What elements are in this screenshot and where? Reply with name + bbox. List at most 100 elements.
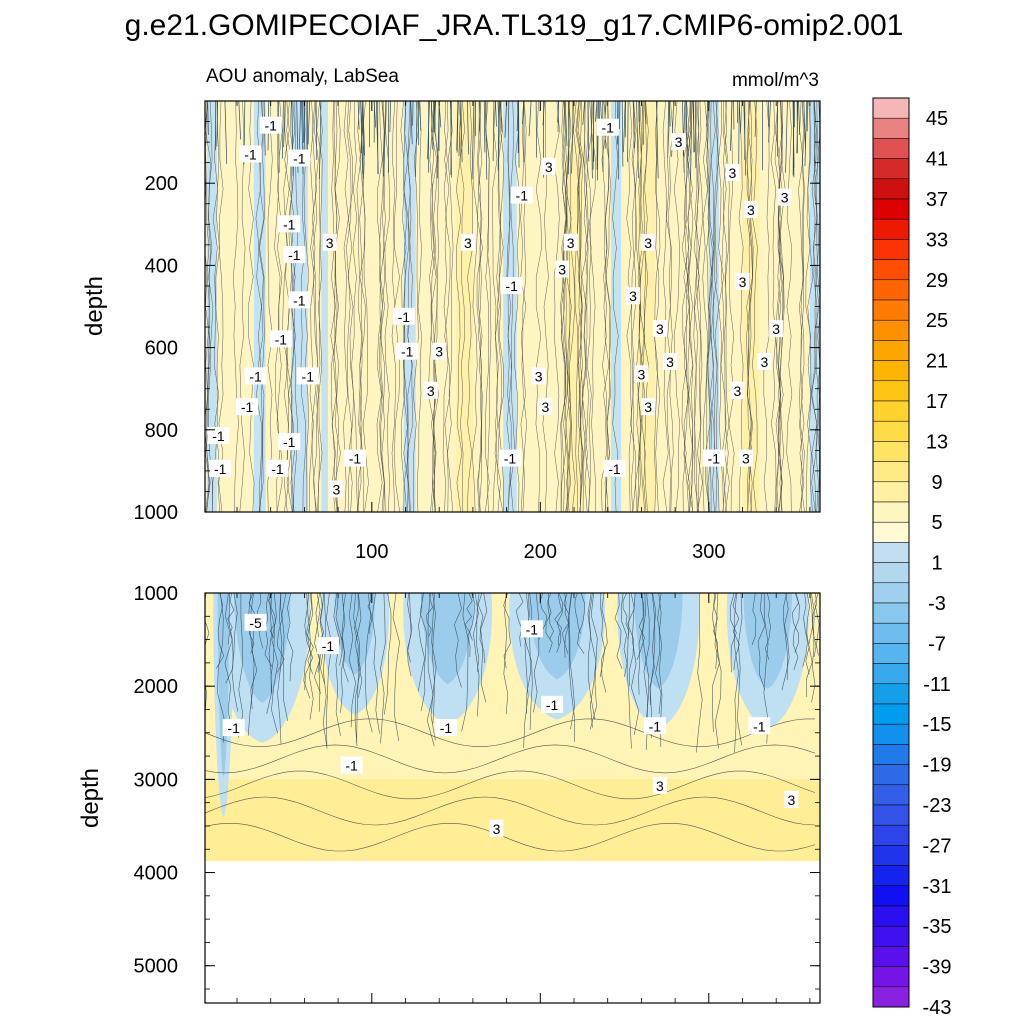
contour-label-bg [777,188,792,206]
upper-contour-line [334,101,341,512]
contour-label-bg [432,342,447,360]
contour-label: -1 [302,368,315,384]
colorbar-swatch [872,441,910,462]
lower-contour-line [467,593,476,657]
contour-label-bg [563,233,578,251]
lower-contour-line [556,593,563,653]
upper-contour-line [641,101,648,512]
upper-contour-line [569,101,576,512]
contour-label: -1 [264,118,277,134]
lower-contour-line [732,593,740,671]
colorbar-label: 17 [926,391,948,413]
upper-contour-line [466,101,473,512]
upper-negative-streak [403,101,416,512]
contour-label-bg [329,480,344,498]
contour-label-bg [652,320,667,338]
upper-surface-contour [754,101,757,137]
lower-contour-line [325,593,333,747]
contour-label: 3 [739,274,747,290]
lower-contour-line [353,593,360,744]
lower-contour-line [636,593,645,661]
colorbar-swatch [872,259,910,281]
lower-contour-line [783,593,788,681]
upper-negative-streak [503,101,517,512]
contour-label: 3 [567,235,575,251]
upper-contour-line [777,101,784,512]
upper-surface-contour [667,101,669,158]
upper-surface-contour [216,101,219,147]
lower-contour-line [215,593,225,669]
contour-label: 3 [656,321,664,337]
upper-contour-line [562,101,568,512]
lower-contour-line [277,593,285,673]
upper-contour-line [351,101,358,512]
colorbar-label: 37 [926,189,948,211]
upper-contour-line [708,101,715,512]
lower-contour-line [335,593,343,666]
contour-label: -1 [322,638,335,654]
contour-label-bg [392,307,415,325]
upper-contour-line [476,101,483,512]
lower-contour-line [791,593,799,653]
colorbar-swatch [872,158,910,180]
upper-surface-contour [571,101,574,174]
upper-contour-line [347,101,354,512]
lower-ytick-label: 2000 [134,676,179,698]
contour-label: -1 [283,216,296,232]
colorbar-swatch [872,966,910,988]
upper-contour-line [654,101,660,512]
upper-surface-contour [383,101,387,177]
contour-label-bg [288,291,311,309]
colorbar-label: -23 [923,795,952,817]
upper-contour-line [693,101,700,512]
lower-contour-line [250,593,258,709]
upper-contour-line [565,101,571,512]
upper-surface-contour [499,101,503,133]
lower-contour-line [601,593,608,693]
contour-label-bg [520,620,543,638]
contour-label: 3 [558,262,566,278]
colorbar-swatch [872,643,910,664]
lower-contour-field [205,593,820,861]
lower-contour-line [313,593,321,694]
upper-surface-contour [813,101,816,172]
lower-contour-line [805,593,810,675]
upper-contour-line [316,101,323,512]
upper-contour-line [494,101,501,512]
upper-surface-contour [706,101,708,127]
upper-contour-line [312,101,319,512]
contour-label: -1 [398,309,411,325]
upper-surface-contour [623,101,626,153]
colorbar-label: -43 [923,997,952,1019]
lower-contour-line [348,593,357,728]
contour-label-bg [702,449,725,467]
contour-label: -1 [440,720,453,736]
upper-contour-line [709,101,716,512]
colorbar-swatch [872,360,910,382]
upper-contour-line [666,101,672,512]
upper-contour-line [702,101,708,512]
upper-contour-line [777,101,784,512]
upper-surface-contour [730,101,733,152]
upper-contour-line [485,101,492,512]
colorbar-label: -35 [923,916,952,938]
upper-contour-line [589,101,596,512]
lower-contour-line [392,593,400,742]
colorbar-label: 5 [931,512,942,534]
contour-label: -1 [244,146,257,162]
lower-negative-plume-core [421,593,474,685]
contour-label: -1 [227,720,240,736]
upper-contour-line [444,101,451,512]
upper-contour-line [693,101,700,512]
colorbar-swatch [872,380,910,402]
xtick-label: 300 [692,541,725,563]
colorbar-label: -39 [923,957,952,979]
upper-contour-line [637,101,643,512]
lower-contour-line [365,593,373,733]
upper-contour-line [586,101,593,512]
contour-label: -1 [546,697,559,713]
upper-contour-line [738,101,744,512]
upper-contour-line [417,101,422,512]
